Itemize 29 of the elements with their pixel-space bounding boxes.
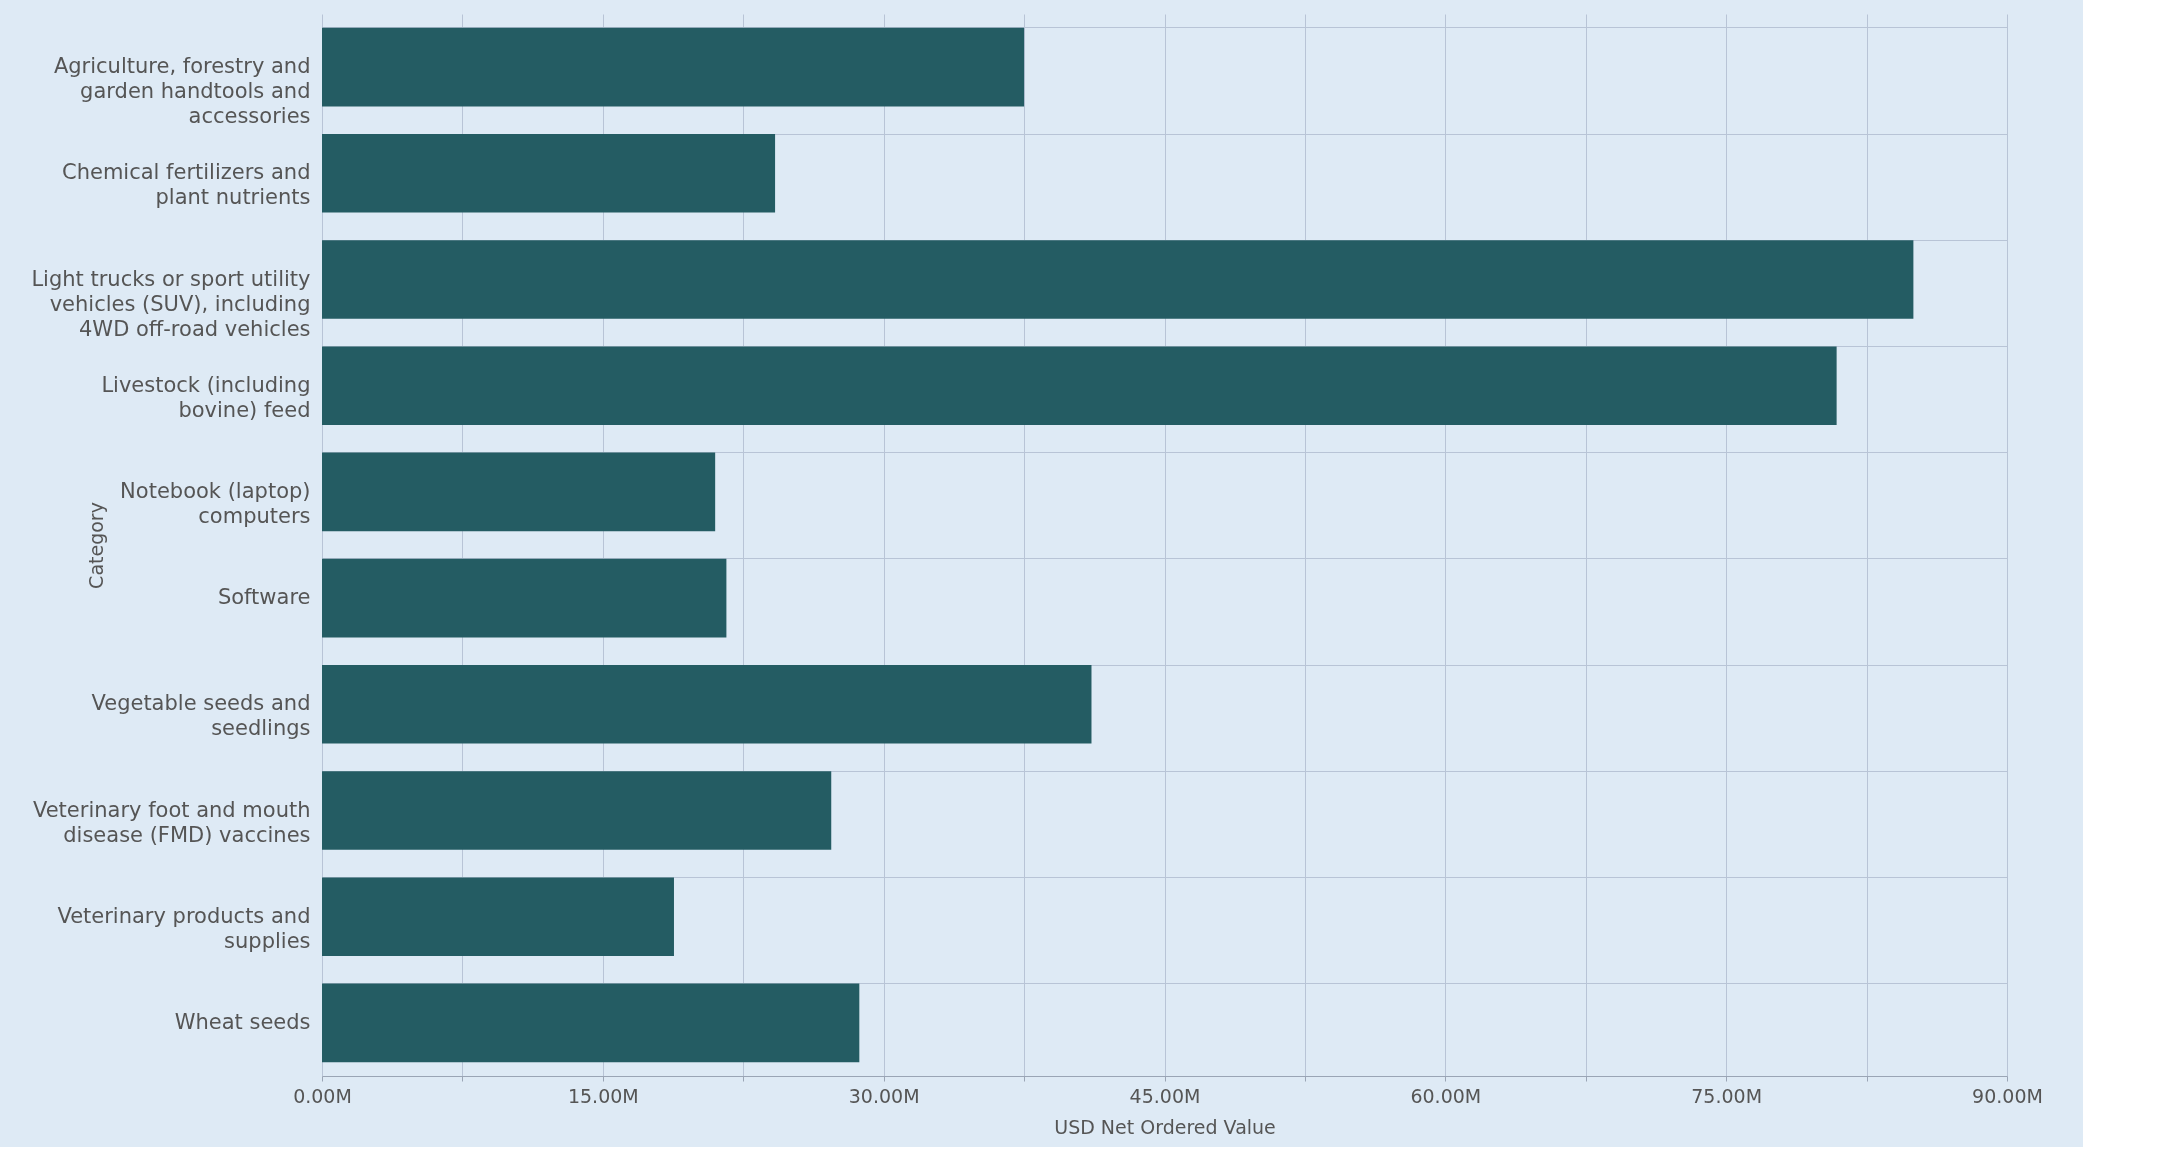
- x-tick-label: 30.00M: [848, 1084, 920, 1107]
- bar: [322, 134, 776, 213]
- x-axis-title: USD Net Ordered Value: [1054, 1115, 1276, 1138]
- y-tick-label: Livestock (including bovine) feed: [101, 372, 311, 422]
- y-tick-label: Agriculture, forestry and garden handtools and accessories: [53, 54, 311, 129]
- y-tick-label: Veterinary foot and mouth disease (FMD) vaccines: [32, 797, 311, 847]
- y-tick-label: Notebook (laptop) computers: [120, 478, 311, 528]
- bar: [322, 665, 1092, 744]
- y-tick-label: Chemical fertilizers and plant nutrients: [62, 160, 311, 210]
- bar: [322, 983, 860, 1063]
- bar: [322, 877, 674, 956]
- x-tick-label: 45.00M: [1129, 1084, 1201, 1107]
- bar: [322, 452, 716, 532]
- y-tick-label: Light trucks or sport utility vehicles (SUV), including 4WD off-road vehicles: [31, 266, 311, 341]
- y-tick-label: Wheat seeds: [174, 1009, 311, 1034]
- x-tick-label: 75.00M: [1691, 1084, 1763, 1107]
- bar: [322, 771, 832, 850]
- y-tick-label: Veterinary products and supplies: [57, 903, 311, 953]
- y-tick-label: Vegetable seeds and seedlings: [91, 691, 311, 741]
- y-axis-title: Category: [84, 502, 107, 589]
- bar: [322, 558, 727, 638]
- bar: [322, 27, 1025, 107]
- x-tick-label: 0.00M: [293, 1084, 352, 1107]
- bar: [322, 240, 1914, 319]
- x-tick-label: 60.00M: [1410, 1084, 1482, 1107]
- bar: [322, 346, 1837, 425]
- x-tick-label: 15.00M: [567, 1084, 639, 1107]
- x-tick-label: 90.00M: [1972, 1084, 2043, 1107]
- y-tick-label: Software: [217, 585, 311, 610]
